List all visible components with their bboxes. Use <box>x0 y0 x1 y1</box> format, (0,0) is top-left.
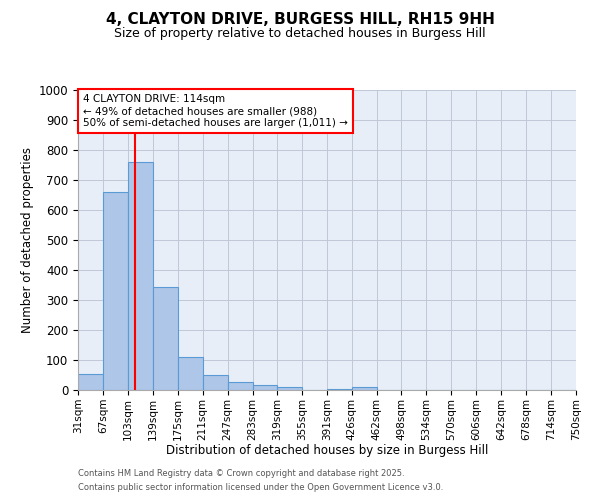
Y-axis label: Number of detached properties: Number of detached properties <box>22 147 34 333</box>
Bar <box>328 388 352 390</box>
X-axis label: Distribution of detached houses by size in Burgess Hill: Distribution of detached houses by size … <box>166 444 488 457</box>
Text: 4, CLAYTON DRIVE, BURGESS HILL, RH15 9HH: 4, CLAYTON DRIVE, BURGESS HILL, RH15 9HH <box>106 12 494 28</box>
Bar <box>103 192 128 390</box>
Bar <box>352 387 377 390</box>
Text: Size of property relative to detached houses in Burgess Hill: Size of property relative to detached ho… <box>114 28 486 40</box>
Bar <box>153 286 178 390</box>
Bar <box>203 375 227 390</box>
Bar <box>227 382 253 390</box>
Bar <box>277 386 302 390</box>
Bar <box>178 357 203 390</box>
Bar <box>128 162 153 390</box>
Text: Contains public sector information licensed under the Open Government Licence v3: Contains public sector information licen… <box>78 484 443 492</box>
Text: Contains HM Land Registry data © Crown copyright and database right 2025.: Contains HM Land Registry data © Crown c… <box>78 468 404 477</box>
Text: 4 CLAYTON DRIVE: 114sqm
← 49% of detached houses are smaller (988)
50% of semi-d: 4 CLAYTON DRIVE: 114sqm ← 49% of detache… <box>83 94 348 128</box>
Bar <box>78 374 103 390</box>
Bar <box>253 385 277 390</box>
